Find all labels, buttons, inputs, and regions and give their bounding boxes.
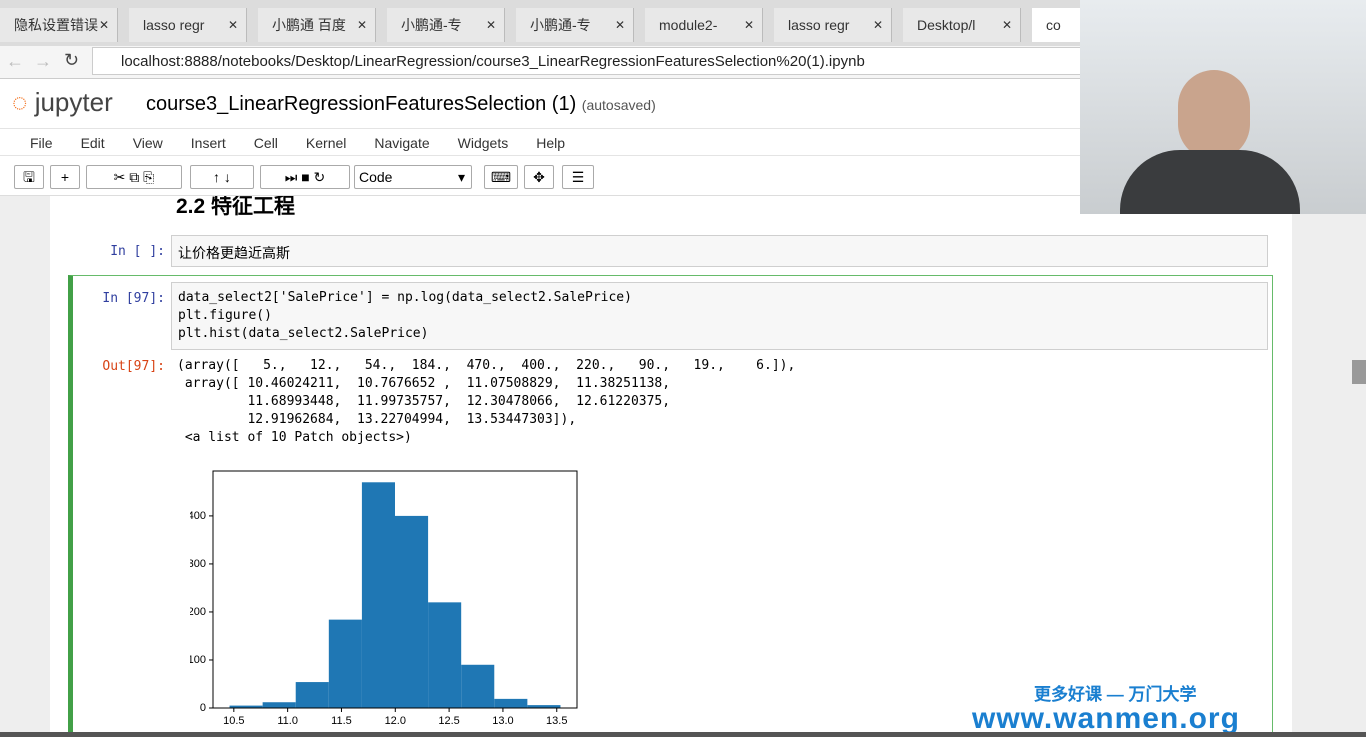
menu-item[interactable]: Kernel: [305, 135, 347, 151]
browser-tab[interactable]: 隐私设置错误: [0, 8, 118, 42]
histogram-bar: [461, 664, 495, 708]
keyboard-button[interactable]: ⌨: [484, 165, 518, 189]
output-line: 12.91962684, 13.22704994, 13.53447303]),: [177, 412, 577, 427]
notebook-title[interactable]: course3_LinearRegressionFeaturesSelectio…: [146, 93, 656, 116]
forward-button[interactable]: →: [34, 51, 52, 71]
code-line: 让价格更趋近高斯: [178, 246, 290, 262]
x-tick-label: 13.0: [492, 715, 513, 727]
y-tick-label: 100: [190, 654, 206, 666]
code-line: data_select2['SalePrice'] = np.log(data_…: [178, 290, 632, 305]
x-tick-label: 11.0: [277, 715, 298, 727]
browser-tab[interactable]: 小鹏通-专: [516, 8, 634, 42]
logo-text: jupyter: [34, 87, 113, 117]
insert-button[interactable]: +: [50, 165, 80, 189]
code-input[interactable]: 让价格更趋近高斯: [171, 235, 1268, 267]
histogram: 10.5 11.0 11.5 12.0 12.5 13.0 13.5 0 100 200 300 40…: [190, 470, 578, 727]
bottom-bar: [0, 732, 1366, 737]
histogram-bar: [295, 682, 329, 708]
menu-item[interactable]: Navigate: [374, 135, 430, 151]
move-buttons[interactable]: ↑ ↓: [190, 165, 254, 189]
x-tick-label: 12.0: [385, 715, 406, 727]
in-prompt: In [97]:: [102, 291, 165, 306]
menu-item[interactable]: Edit: [80, 135, 105, 151]
histogram-bar: [494, 698, 528, 708]
x-tick-label: 10.5: [223, 715, 244, 727]
autosave-status: (autosaved): [581, 97, 656, 113]
edit-buttons[interactable]: ✂ ⧉ ⎘: [86, 165, 182, 189]
menu-item[interactable]: View: [132, 135, 163, 151]
output-line: <a list of 10 Patch objects>): [177, 430, 412, 445]
browser-tab[interactable]: Desktop/l: [903, 8, 1021, 42]
histogram-bar: [395, 515, 429, 708]
menu-item[interactable]: Insert: [190, 135, 226, 151]
output-text: (array([ 5., 12., 54., 184., 470., 400.,…: [177, 357, 795, 447]
browser-tab[interactable]: 小鹏通 百度: [258, 8, 376, 42]
cell-type: Code: [359, 169, 393, 185]
histogram-bar: [262, 702, 296, 708]
histogram-bar: [229, 705, 263, 708]
webcam-overlay: [1080, 0, 1366, 214]
watermark: 更多好课 — 万门大学: [1034, 685, 1197, 704]
menu-item[interactable]: Help: [536, 135, 566, 151]
y-tick-label: 200: [190, 606, 206, 618]
heading: 2.2 特征工程: [176, 196, 296, 218]
output-line: (array([ 5., 12., 54., 184., 470., 400.,…: [177, 358, 796, 373]
presenter-body: [1120, 150, 1300, 214]
output-line: array([ 10.46024211, 10.7676652 , 11.075…: [177, 376, 671, 391]
back-button[interactable]: ←: [6, 51, 24, 71]
menu-item[interactable]: File: [30, 135, 53, 151]
menu-bar: File Edit View Insert Cell Kernel Navigate Widg…: [0, 128, 1366, 156]
code-line: plt.figure(): [178, 308, 272, 323]
browser-tab[interactable]: 小鹏通-专: [387, 8, 505, 42]
cell-type-select[interactable]: Code ▾: [354, 165, 472, 189]
in-prompt: In [ ]:: [110, 244, 165, 259]
output-line: 11.68993448, 11.99735757, 12.30478066, 1…: [177, 394, 671, 409]
code-line: plt.hist(data_select2.SalePrice): [178, 326, 429, 341]
scrollbar-thumb[interactable]: [1352, 360, 1366, 384]
celltoolbar-button[interactable]: ✥: [524, 165, 554, 189]
list-button[interactable]: ☰: [562, 165, 594, 189]
logo[interactable]: ◌ jupyter: [12, 87, 113, 117]
browser-tab[interactable]: lasso regr: [774, 8, 892, 42]
browser-tab[interactable]: module2-: [645, 8, 763, 42]
histogram-bar: [527, 705, 561, 708]
histogram-bar: [428, 602, 462, 708]
reload-button[interactable]: ↻: [64, 50, 80, 70]
title-text: course3_LinearRegressionFeaturesSelectio…: [146, 93, 577, 115]
y-tick-label: 0: [200, 702, 206, 714]
x-tick-label: 11.5: [331, 715, 352, 727]
run-buttons[interactable]: ⏭ ■ ↻: [260, 165, 350, 189]
browser-tab[interactable]: lasso regr: [129, 8, 247, 42]
y-tick-label: 300: [190, 558, 206, 570]
notebook-container: 2.2 特征工程 In [ ]: 让价格更趋近高斯 In [97]: data_…: [50, 196, 1292, 737]
save-button[interactable]: 🖫: [14, 165, 44, 189]
presenter-head: [1178, 70, 1250, 160]
x-tick-label: 12.5: [438, 715, 459, 727]
y-tick-label: 400: [190, 510, 206, 522]
selected-cell: [68, 275, 1273, 737]
out-prompt: Out[97]:: [102, 359, 165, 374]
url-field[interactable]: localhost:8888/notebooks/Desktop/LinearR…: [92, 47, 1092, 75]
watermark-url: www.wanmen.org: [972, 702, 1240, 735]
histogram-bar: [328, 619, 362, 708]
x-tick-label: 13.5: [546, 715, 567, 727]
code-input[interactable]: data_select2['SalePrice'] = np.log(data_…: [171, 282, 1268, 350]
histogram-bar: [361, 482, 396, 708]
menu-item[interactable]: Cell: [253, 135, 278, 151]
menu-item[interactable]: Widgets: [457, 135, 509, 151]
